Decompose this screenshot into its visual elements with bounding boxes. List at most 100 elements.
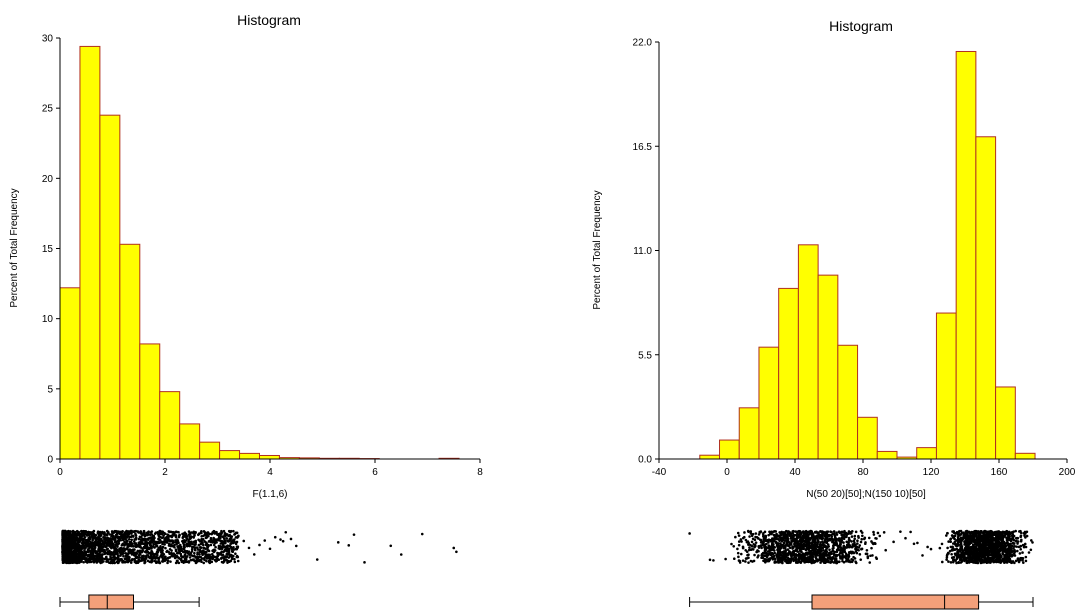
data-point [757, 554, 760, 557]
data-point [119, 552, 123, 556]
chart-right: Histogram 0.05.511.016.522.0 -40 0 40 80 120… [592, 18, 1076, 610]
data-point [856, 542, 859, 545]
data-point [84, 553, 88, 557]
data-point [794, 561, 798, 564]
data-point [77, 560, 80, 564]
data-point [169, 560, 172, 563]
data-point [833, 550, 837, 554]
data-point [134, 536, 138, 540]
data-point [212, 543, 216, 547]
data-point [184, 535, 187, 538]
data-point [234, 552, 237, 555]
data-point [784, 555, 788, 559]
data-point [770, 538, 774, 542]
data-point [230, 550, 234, 553]
data-point [736, 531, 740, 535]
data-point [1000, 549, 1004, 552]
data-point [949, 538, 952, 541]
y-tick-label: 16.5 [633, 142, 653, 153]
data-point [793, 542, 796, 546]
data-point [211, 555, 214, 558]
data-point [188, 544, 192, 548]
data-point [784, 536, 787, 540]
data-point [113, 549, 116, 553]
data-point [118, 549, 121, 553]
data-point [143, 560, 147, 564]
data-point [74, 534, 77, 537]
data-point [864, 541, 867, 544]
data-point [760, 546, 763, 550]
data-point [979, 531, 982, 534]
data-point [825, 541, 829, 545]
data-point [93, 559, 96, 563]
data-point [226, 544, 229, 547]
data-point [748, 535, 751, 538]
data-point [838, 560, 841, 563]
data-point [174, 549, 178, 553]
data-point [118, 537, 122, 541]
data-point [737, 534, 741, 537]
data-point [279, 538, 282, 541]
data-point [746, 529, 750, 533]
data-point [131, 548, 135, 552]
data-point [217, 552, 221, 555]
data-point [128, 531, 131, 535]
data-point [102, 536, 105, 539]
data-point [228, 560, 231, 563]
data-point [399, 553, 403, 556]
data-point [134, 560, 138, 563]
data-point [844, 554, 848, 558]
data-point [284, 530, 288, 534]
data-point [200, 540, 203, 543]
data-point [127, 556, 131, 560]
data-point [777, 542, 780, 545]
data-point [814, 545, 817, 548]
data-point [962, 556, 965, 560]
data-point [105, 560, 108, 563]
data-point [159, 529, 162, 533]
data-point [786, 544, 790, 547]
data-point [212, 536, 215, 540]
data-point [202, 561, 206, 565]
chart-left-title: Histogram [237, 12, 301, 28]
data-point [1016, 557, 1020, 560]
data-point [159, 545, 162, 548]
data-point [812, 543, 815, 547]
data-point [1019, 547, 1023, 551]
data-point [97, 536, 100, 539]
data-point [114, 543, 118, 547]
data-point [76, 540, 79, 543]
data-point [164, 546, 167, 550]
data-point [792, 529, 795, 533]
data-point [732, 545, 736, 548]
data-point [199, 542, 203, 546]
data-point [110, 551, 113, 554]
histogram-bar [758, 346, 780, 460]
data-point [144, 533, 148, 537]
data-point [192, 531, 196, 535]
data-point [149, 540, 153, 543]
data-point [767, 541, 770, 544]
data-point [100, 548, 104, 552]
data-point [210, 552, 214, 556]
data-point [105, 555, 108, 559]
data-point [118, 559, 121, 562]
data-point [858, 544, 862, 547]
data-point [71, 532, 74, 536]
data-point [818, 548, 822, 551]
x-tick-label: 40 [789, 467, 801, 478]
data-point [740, 540, 743, 543]
data-point [1014, 539, 1018, 543]
data-point [776, 549, 780, 552]
data-point [228, 530, 231, 533]
data-point [798, 545, 802, 548]
data-point [754, 532, 758, 535]
data-point [830, 560, 834, 563]
data-point [159, 535, 162, 539]
data-point [202, 543, 205, 547]
data-point [747, 561, 750, 564]
data-point [69, 550, 72, 554]
data-point [778, 554, 781, 558]
data-point [841, 533, 845, 537]
